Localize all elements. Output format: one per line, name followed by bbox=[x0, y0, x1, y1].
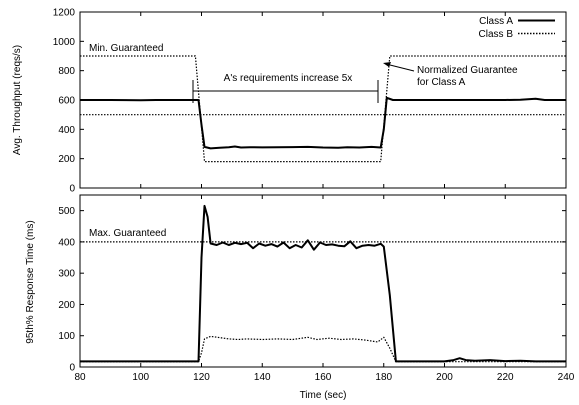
x-tick-label: 200 bbox=[436, 372, 453, 383]
y-tick-label: 100 bbox=[58, 331, 75, 342]
y-tick-label: 600 bbox=[58, 96, 75, 107]
y-tick-label: 400 bbox=[58, 237, 75, 248]
normalized-guarantee-label-line-2: for Class A bbox=[417, 77, 466, 88]
x-tick-label: 220 bbox=[497, 372, 514, 383]
throughput-panel: 0 200 400 600 800 1000 1200 Avg. Throughput (r… bbox=[12, 8, 567, 195]
x-tick-label: 180 bbox=[375, 372, 392, 383]
legend-label-class-a: Class A bbox=[479, 16, 513, 27]
legend-label-class-b: Class B bbox=[479, 29, 514, 40]
y-tick-label: 400 bbox=[58, 125, 75, 136]
series-line-class-a bbox=[80, 204, 566, 363]
requirements-bracket bbox=[192, 80, 379, 103]
throughput-y-ticks: 0 200 400 600 800 1000 1200 bbox=[53, 8, 566, 195]
y-tick-label: 0 bbox=[69, 363, 75, 374]
requirements-increase-label: A's requirements increase 5x bbox=[224, 73, 353, 84]
x-tick-label: 140 bbox=[254, 372, 271, 383]
x-tick-label: 100 bbox=[132, 372, 149, 383]
response-time-y-axis-title: 95th% Response Time (ms) bbox=[25, 220, 36, 343]
series-line-class-b bbox=[80, 335, 566, 363]
y-tick-label: 200 bbox=[58, 300, 75, 311]
min-guaranteed-label: Min. Guaranteed bbox=[89, 43, 164, 54]
x-axis-title: Time (sec) bbox=[300, 390, 347, 401]
throughput-y-axis-title: Avg. Throughput (reqs/s) bbox=[12, 45, 23, 155]
y-tick-label: 200 bbox=[58, 154, 75, 165]
response-time-panel: 80 100 120 140 160 180 200 220 240 0 100 200 300 400… bbox=[25, 194, 575, 401]
x-tick-label: 80 bbox=[74, 372, 86, 383]
response-time-plot-frame bbox=[79, 194, 567, 368]
y-tick-label: 800 bbox=[58, 66, 75, 77]
x-tick-label: 240 bbox=[558, 372, 575, 383]
throughput-x-ticks bbox=[79, 12, 567, 188]
normalized-guarantee-label: Normalized Guarantee bbox=[417, 65, 518, 76]
legend: Class A Class B bbox=[479, 16, 555, 40]
response-time-x-ticks: 80 100 120 140 160 180 200 220 240 bbox=[74, 195, 575, 383]
y-tick-label: 0 bbox=[69, 184, 75, 195]
max-guaranteed-label: Max. Guaranteed bbox=[89, 228, 166, 239]
y-tick-label: 1000 bbox=[53, 37, 76, 48]
series-line-class-a bbox=[80, 96, 566, 150]
x-tick-label: 160 bbox=[315, 372, 332, 383]
x-tick-label: 120 bbox=[193, 372, 210, 383]
throughput-series bbox=[80, 55, 566, 163]
series-line-normalized-guarantee-for-class-a bbox=[80, 55, 566, 163]
response-time-series bbox=[80, 204, 566, 363]
normalized-guarantee-arrow bbox=[383, 62, 415, 72]
y-tick-label: 300 bbox=[58, 269, 75, 280]
y-tick-label: 500 bbox=[58, 206, 75, 217]
y-tick-label: 1200 bbox=[53, 8, 76, 19]
